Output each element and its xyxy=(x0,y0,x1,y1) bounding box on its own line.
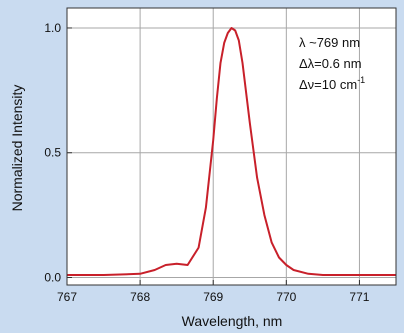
annotation-wavenumber-exponent: -1 xyxy=(357,75,365,85)
plot-area xyxy=(67,8,396,285)
x-tick-label: 767 xyxy=(57,290,77,304)
y-tick-label: 0.0 xyxy=(44,271,61,285)
y-tick-label: 1.0 xyxy=(44,21,61,35)
x-axis-title: Wavelength, nm xyxy=(182,313,283,329)
series-layer xyxy=(67,27,396,276)
axis-layer: 767 768 769 770 771 0.0 0.5 1.0 xyxy=(44,21,369,304)
plot-frame xyxy=(66,7,397,286)
x-tick-label: 771 xyxy=(349,290,369,304)
annotation-bandwidth-nm: Δλ=0.6 nm xyxy=(299,56,362,71)
x-tick-label: 770 xyxy=(276,290,296,304)
spectrum-line xyxy=(67,27,396,276)
annotation-wavenumber-main: Δν=10 cm xyxy=(299,77,357,92)
x-tick-label: 769 xyxy=(203,290,223,304)
annotation-bandwidth-wavenumber: Δν=10 cm-1 xyxy=(299,75,365,92)
y-axis-title: Normalized Intensity xyxy=(9,85,25,212)
annotation-wavelength: λ ~769 nm xyxy=(299,35,360,50)
x-tick-label: 768 xyxy=(130,290,150,304)
y-tick-label: 0.5 xyxy=(44,146,61,160)
